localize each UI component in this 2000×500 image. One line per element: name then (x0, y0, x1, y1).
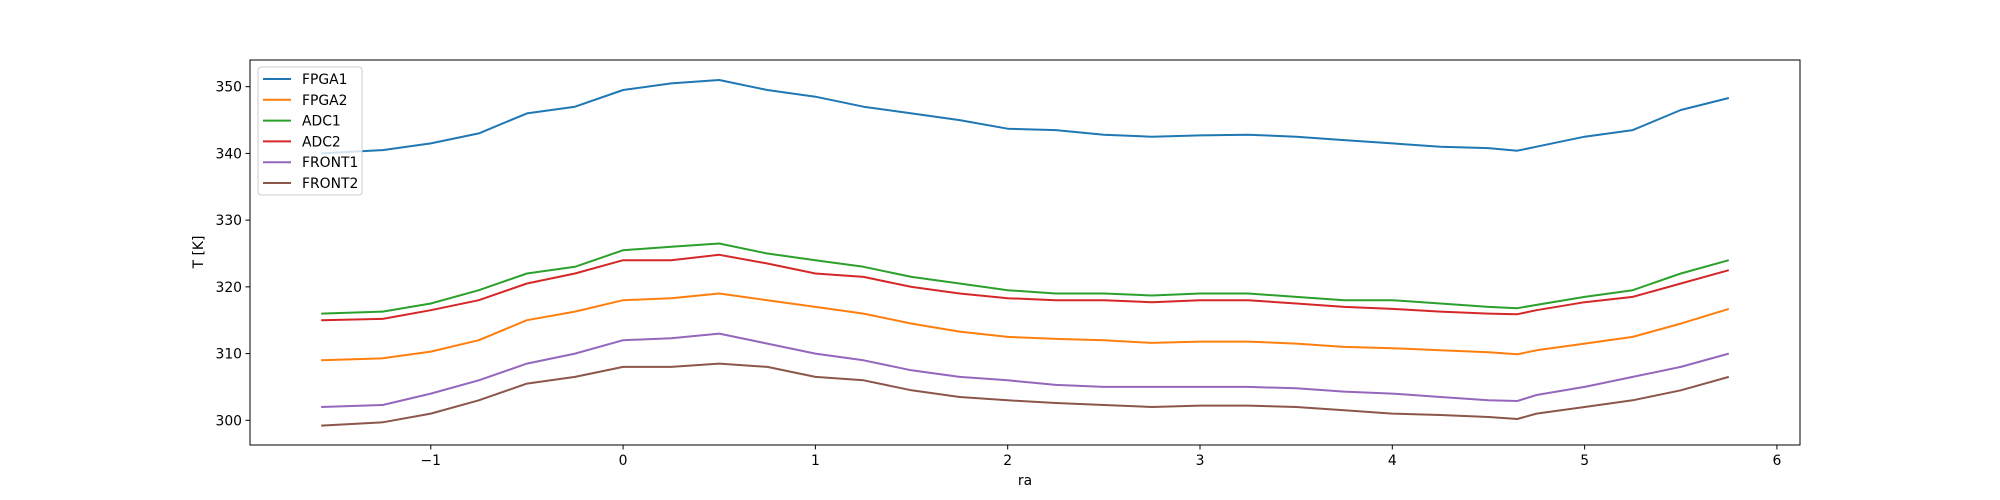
y-axis-label: T [K] (191, 236, 207, 270)
x-tick-label: 1 (811, 453, 820, 469)
legend-label: FRONT1 (302, 155, 358, 171)
x-tick-label: 2 (1003, 453, 1012, 469)
x-axis-label: ra (1018, 473, 1032, 489)
series-lines (321, 79, 1730, 427)
series-line-adc2 (321, 253, 1730, 322)
y-tick-label: 300 (215, 413, 242, 429)
x-tick-label: 0 (619, 453, 628, 469)
y-tick-label: 330 (215, 213, 242, 229)
legend: FPGA1 FPGA2 ADC1 ADC2 FRONT1 FRONT2 (257, 66, 363, 196)
series-line-fpga2 (321, 292, 1730, 362)
x-tick-label: 6 (1773, 453, 1782, 469)
series-line-front1 (321, 332, 1730, 408)
x-tick-label: −1 (421, 453, 441, 469)
y-tick-label: 310 (215, 347, 242, 363)
y-tick-label: 320 (215, 280, 242, 296)
y-tick-label: 350 (215, 80, 242, 96)
series-line-front2 (321, 362, 1730, 427)
y-tick-label: 340 (215, 146, 242, 162)
x-axis: −1 0 1 2 3 4 5 6 (421, 445, 1782, 469)
plot-area-frame (249, 59, 1801, 446)
legend-label: FPGA2 (302, 93, 347, 109)
y-axis: 300 310 320 330 340 350 (215, 80, 250, 429)
series-line-fpga1 (321, 79, 1730, 155)
x-tick-label: 5 (1580, 453, 1589, 469)
legend-label: FRONT2 (302, 176, 358, 192)
legend-label: ADC2 (302, 134, 341, 150)
series-line-adc1 (321, 242, 1730, 315)
x-tick-label: 4 (1388, 453, 1397, 469)
legend-label: FPGA1 (302, 72, 347, 88)
x-tick-label: 3 (1196, 453, 1205, 469)
legend-label: ADC1 (302, 114, 341, 130)
